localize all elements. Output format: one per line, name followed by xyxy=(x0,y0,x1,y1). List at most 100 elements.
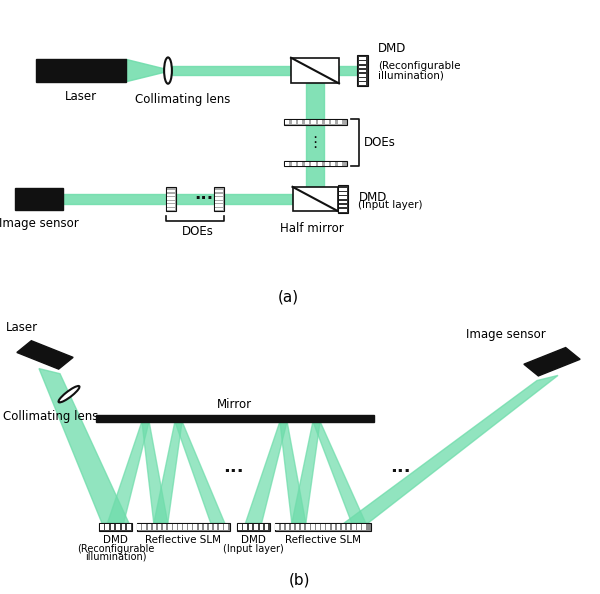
Bar xyxy=(292,162,296,166)
Bar xyxy=(167,208,175,210)
Bar xyxy=(281,525,284,530)
Bar xyxy=(337,525,340,530)
Bar xyxy=(36,59,126,82)
Bar xyxy=(167,204,175,207)
Ellipse shape xyxy=(59,386,79,402)
Text: ···: ··· xyxy=(391,463,411,481)
Bar xyxy=(359,78,366,81)
Bar xyxy=(127,525,131,530)
Text: (Input layer): (Input layer) xyxy=(223,544,284,554)
Text: Image sensor: Image sensor xyxy=(0,217,79,230)
Bar xyxy=(326,525,330,530)
Bar xyxy=(215,194,223,196)
Bar xyxy=(292,120,296,124)
Bar xyxy=(359,83,366,85)
Bar xyxy=(357,525,361,530)
Bar xyxy=(305,162,309,166)
Bar xyxy=(340,188,347,191)
Bar xyxy=(158,525,161,530)
Bar xyxy=(238,525,241,530)
Polygon shape xyxy=(107,422,149,523)
Bar xyxy=(322,525,325,530)
Polygon shape xyxy=(175,422,225,523)
Text: Reflective SLM: Reflective SLM xyxy=(285,535,361,545)
Bar xyxy=(237,523,270,531)
Bar xyxy=(199,525,202,530)
Bar xyxy=(260,525,263,530)
Bar xyxy=(331,120,335,124)
Bar xyxy=(325,120,329,124)
Bar xyxy=(311,120,316,124)
Bar xyxy=(285,162,289,166)
Bar xyxy=(318,120,322,124)
Text: ···: ··· xyxy=(223,463,244,481)
Text: Image sensor: Image sensor xyxy=(466,328,546,341)
Text: DMD: DMD xyxy=(378,42,406,55)
Bar xyxy=(340,209,347,211)
Bar xyxy=(357,55,368,86)
Bar xyxy=(224,525,227,530)
Bar xyxy=(340,205,347,207)
Bar xyxy=(215,208,223,210)
Text: DMD: DMD xyxy=(359,191,387,204)
Text: DOEs: DOEs xyxy=(364,136,396,149)
Text: (a): (a) xyxy=(277,290,299,305)
Bar xyxy=(137,523,230,531)
Bar xyxy=(318,162,322,166)
Bar xyxy=(359,69,366,72)
Polygon shape xyxy=(126,59,165,82)
Bar xyxy=(296,525,299,530)
Bar xyxy=(359,74,366,77)
Bar xyxy=(337,185,348,213)
Bar xyxy=(286,525,289,530)
Text: Laser: Laser xyxy=(6,321,38,334)
Bar xyxy=(254,525,258,530)
Text: ···: ··· xyxy=(194,190,214,208)
Bar xyxy=(214,525,217,530)
Bar xyxy=(215,197,223,200)
Text: illumination): illumination) xyxy=(85,552,146,562)
Bar xyxy=(311,525,314,530)
Text: DMD: DMD xyxy=(241,535,266,545)
Bar xyxy=(249,525,252,530)
Polygon shape xyxy=(344,375,558,523)
Text: DOEs: DOEs xyxy=(182,225,214,238)
Text: (Input layer): (Input layer) xyxy=(359,200,423,210)
Bar xyxy=(352,525,355,530)
Bar xyxy=(214,187,224,211)
Bar xyxy=(347,525,350,530)
Bar xyxy=(209,525,212,530)
Bar xyxy=(137,525,141,530)
Bar xyxy=(305,120,309,124)
Bar xyxy=(275,525,279,530)
Bar xyxy=(142,525,146,530)
Bar xyxy=(163,525,166,530)
Polygon shape xyxy=(245,422,287,523)
Bar xyxy=(275,523,371,531)
Bar xyxy=(168,525,172,530)
Bar xyxy=(338,162,342,166)
Bar xyxy=(110,525,114,530)
Text: DMD: DMD xyxy=(103,535,128,545)
Bar xyxy=(116,525,120,530)
Bar xyxy=(219,525,223,530)
Bar xyxy=(148,525,151,530)
Bar xyxy=(293,187,337,211)
Text: (b): (b) xyxy=(289,572,311,587)
Bar xyxy=(167,194,175,196)
Bar xyxy=(121,525,125,530)
Bar xyxy=(215,201,223,203)
Bar xyxy=(298,162,302,166)
Bar xyxy=(152,525,156,530)
Bar xyxy=(167,197,175,200)
Bar xyxy=(331,162,335,166)
Text: Laser: Laser xyxy=(65,90,97,103)
Bar xyxy=(204,525,208,530)
Text: (Reconfigurable: (Reconfigurable xyxy=(77,544,154,554)
Bar xyxy=(99,523,132,531)
Bar xyxy=(215,190,223,192)
Bar xyxy=(184,525,187,530)
Bar xyxy=(167,190,175,192)
Polygon shape xyxy=(154,422,182,523)
Bar xyxy=(244,525,247,530)
